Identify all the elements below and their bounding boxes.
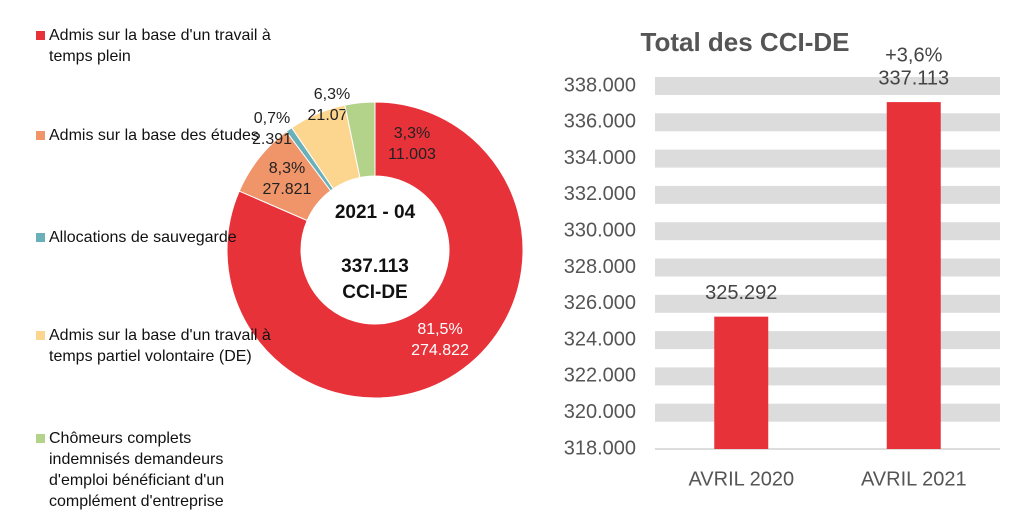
legend-item: Chômeurs complets indemnisés demandeurs … [36,428,274,512]
chart-title: Total des CCI-DE [641,27,850,57]
y-tick-label: 338.000 [564,74,636,96]
legend-item: Admis sur la base d'un travail à temps p… [36,325,274,367]
legend-label: Admis sur la base d'un travail à temps p… [49,27,271,65]
x-tick-label: AVRIL 2021 [861,468,967,490]
y-tick-label: 326.000 [564,292,636,314]
donut-slice [226,101,524,399]
legend-swatch [36,31,45,40]
grid-band [655,185,1000,204]
legend-swatch [36,131,45,140]
grid-band [655,222,1000,241]
percentage-label: 8,3% [269,160,305,177]
legend-item: Admis sur la base des études [36,125,274,146]
value-label: 21.076 [308,107,357,124]
percentage-label: 81,5% [417,321,462,338]
legend-swatch [36,331,45,340]
percentage-label: 0,7% [254,110,290,127]
y-tick-label: 332.000 [564,183,636,205]
center-total: 337.113 [341,256,409,277]
grid-band [655,367,1000,386]
y-tick-label: 318.000 [564,437,636,459]
bar-value-label: 325.292 [705,282,777,304]
bar-value-label: 337.113 [878,67,949,89]
legend-label: Admis sur la base des études [49,127,259,144]
donut-slice [344,101,376,179]
legend-item: Admis sur la base d'un travail à temps p… [36,25,274,67]
y-tick-label: 336.000 [564,111,636,133]
value-label: 2.391 [252,131,292,148]
grid-band [655,403,1000,422]
legend-item: Allocations de sauvegarde [36,227,274,248]
y-tick-label: 320.000 [564,401,636,423]
y-tick-label: 322.000 [564,365,636,387]
legend-label: Chômeurs complets indemnisés demandeurs … [49,430,225,510]
value-label: 27.821 [263,181,312,198]
value-label: 11.003 [388,146,436,163]
bar [714,316,769,449]
y-tick-label: 328.000 [564,256,636,278]
grid-band [655,331,1000,350]
change-label: +3,6% [885,44,942,66]
y-tick-label: 324.000 [564,328,636,350]
bar [886,102,941,449]
grid-band [655,77,1000,95]
y-tick-label: 330.000 [564,219,636,241]
grid-band [655,258,1000,277]
center-title: 2021 - 04 [335,202,416,223]
x-tick-label: AVRIL 2020 [688,468,794,490]
legend-swatch [36,434,45,443]
legend-label: Allocations de sauvegarde [49,229,237,246]
percentage-label: 3,3% [394,125,430,142]
percentage-label: 6,3% [314,86,350,103]
grid-band [655,149,1000,168]
grid-band [655,113,1000,132]
y-tick-label: 334.000 [564,147,636,169]
value-label: 274.822 [411,342,469,359]
legend-label: Admis sur la base d'un travail à temps p… [49,327,271,365]
center-unit: CCI-DE [342,282,407,303]
legend-swatch [36,233,45,242]
